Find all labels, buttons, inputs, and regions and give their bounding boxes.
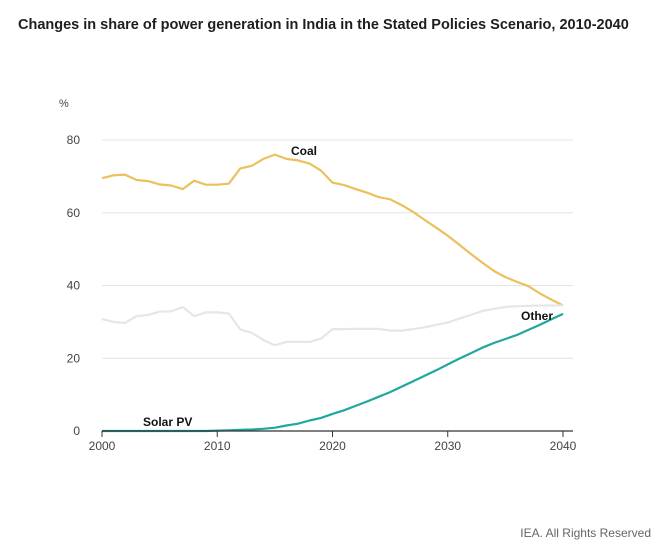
x-tick-label: 2020 <box>319 439 346 453</box>
x-axis-ticks: 2000 2010 2020 2030 2040 <box>89 431 577 453</box>
y-tick-label: 60 <box>67 206 81 220</box>
y-tick-label: 0 <box>73 424 80 438</box>
footer-credit: IEA. All Rights Reserved <box>520 526 651 540</box>
series-line-coal <box>101 153 564 307</box>
series-line-other <box>101 304 563 347</box>
x-tick-label: 2010 <box>204 439 231 453</box>
series-line-solar-pv <box>102 312 564 433</box>
chart-title: Changes in share of power generation in … <box>18 17 629 33</box>
x-tick-label: 2000 <box>89 439 116 453</box>
label-coal: Coal <box>291 144 317 158</box>
series-labels: Coal Other Solar PV <box>143 144 553 429</box>
y-tick-label: 80 <box>67 133 81 147</box>
x-tick-label: 2040 <box>550 439 577 453</box>
x-tick-label: 2030 <box>434 439 461 453</box>
y-axis-ticks: 0 20 40 60 80 <box>67 133 81 438</box>
y-axis-unit: % <box>59 98 69 110</box>
gridlines <box>102 139 573 359</box>
label-solar-pv: Solar PV <box>143 415 192 429</box>
series-lines <box>101 153 564 433</box>
label-other: Other <box>521 309 553 323</box>
y-tick-label: 40 <box>67 279 81 293</box>
y-tick-label: 20 <box>67 351 81 365</box>
